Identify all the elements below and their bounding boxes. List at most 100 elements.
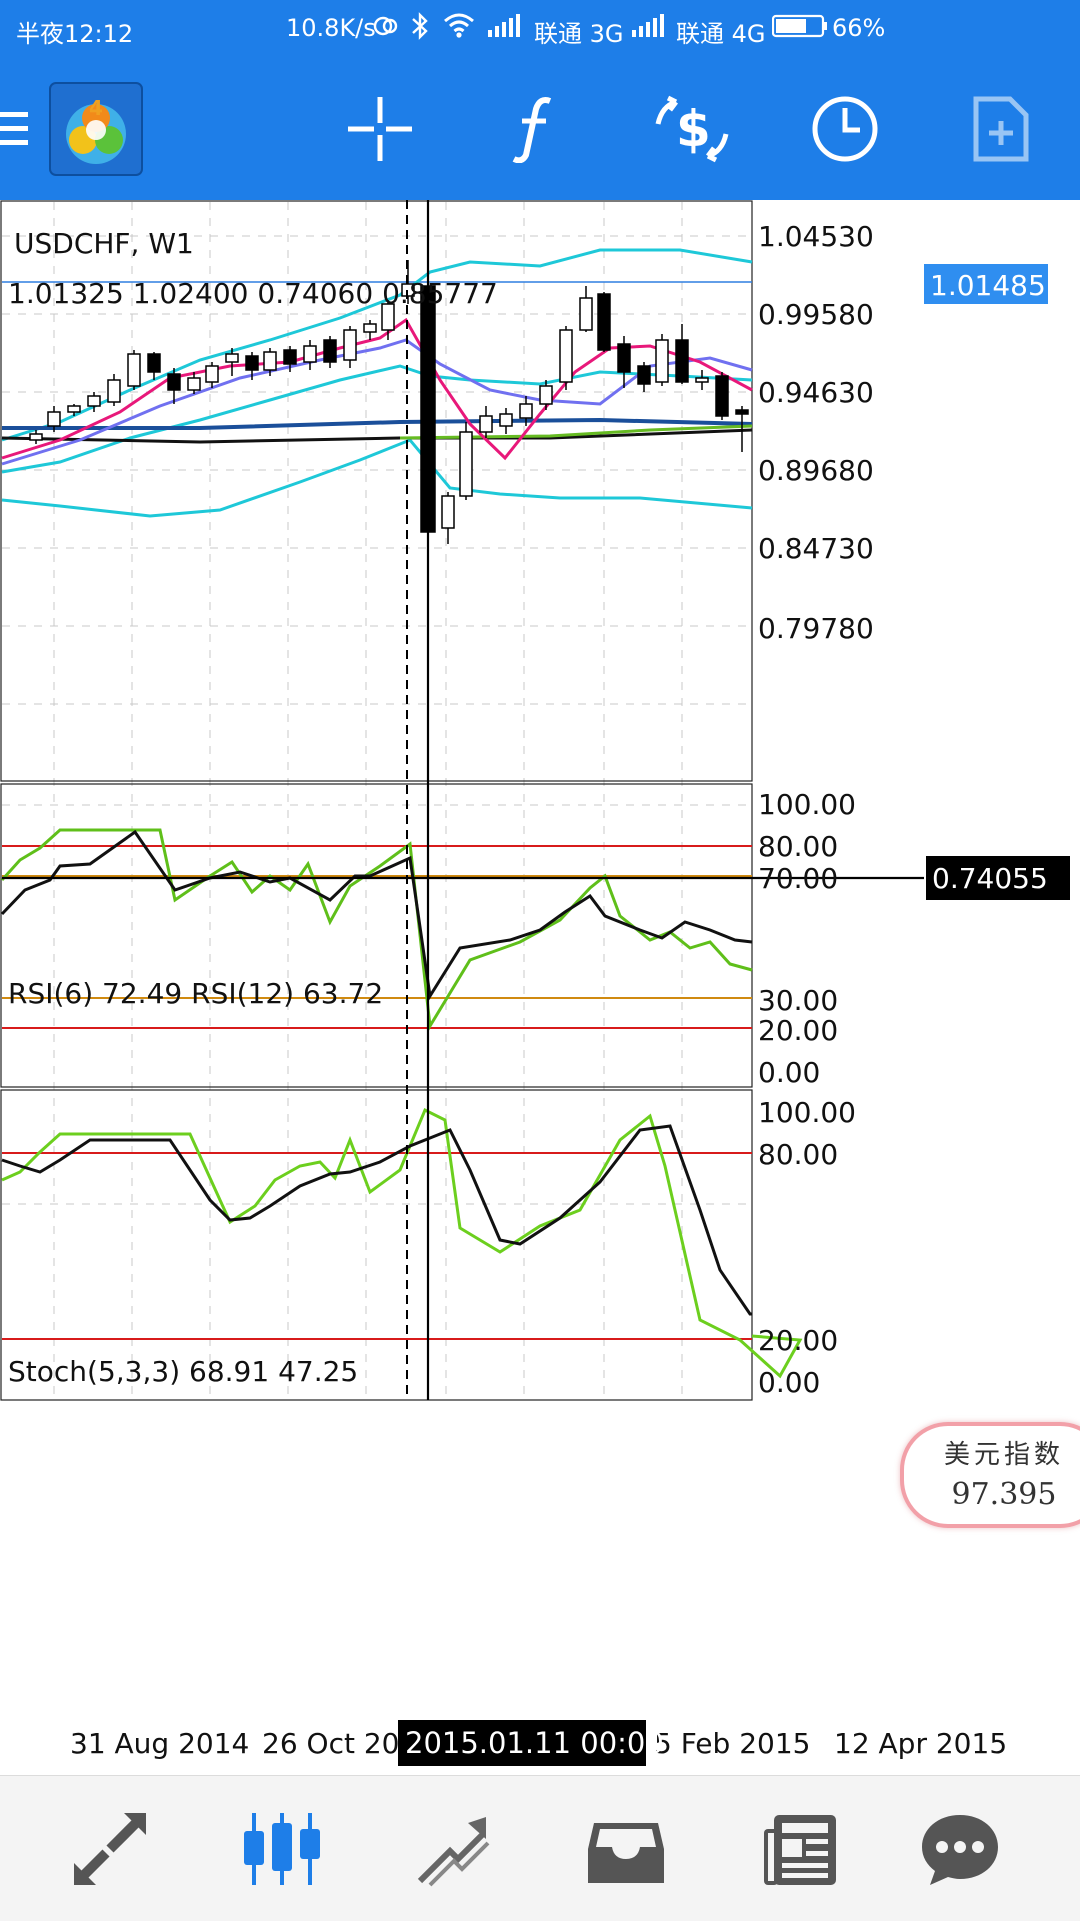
stoch-signal-line [1,1124,752,1316]
crosshair-icon[interactable] [340,58,420,200]
carrier-1: 联通 3G [534,20,624,48]
ohlc-values: 1.01325 1.02400 0.74060 0.85777 [8,277,498,310]
carrier-2: 联通 4G [676,20,766,48]
chart-candles-icon[interactable] [222,1776,342,1921]
rsi-tick: 70.00 [758,862,838,895]
quotes-arrows-icon[interactable] [50,1776,170,1921]
candle-bull [127,353,141,387]
chat-icon[interactable] [900,1776,1020,1921]
date-tick: 12 Apr 2015 [834,1727,1007,1760]
chart-panes [0,200,753,1401]
candle-bear [597,293,611,351]
metatrader4-logo[interactable]: 4 [48,58,144,200]
date-tick: 5 Feb 2015 [654,1727,810,1760]
bollinger-lower [1,438,753,518]
history-inbox-icon[interactable] [566,1776,686,1921]
candle-bull [363,323,377,333]
date-tick: 31 Aug 2014 [70,1727,249,1760]
candle-bull [225,353,239,363]
stoch-tick: 0.00 [758,1366,820,1399]
crosshair-date-box [398,1720,646,1766]
price-scale: 1.04530 0.99580 0.94630 0.89680 0.84730 0.797… [758,220,874,645]
status-time: 半夜12:12 [16,20,134,48]
candle-bull [499,413,513,427]
candle-bull [87,395,101,407]
candle-bull [343,329,357,361]
rsi-12-line [0,829,753,1001]
bottom-navigation [0,1775,1080,1921]
battery-icon [771,13,828,45]
signal-icon-1 [486,12,522,44]
stoch-main-line [1,1107,803,1379]
candle-bull [29,433,43,441]
stoch-header: Stoch(5,3,3) 68.91 47.25 [8,1355,358,1388]
dollar-index-value: 97.395 [951,1477,1057,1512]
new-document-icon[interactable] [960,58,1040,200]
wifi-icon [442,10,476,46]
stoch-tick: 20.00 [758,1324,838,1357]
svg-text:4: 4 [89,96,103,120]
candle-bear [147,353,161,373]
price-tick: 0.79780 [758,612,874,645]
crosshair-price-label: 0.74055 [932,862,1048,895]
dollar-index-widget[interactable]: 美元指数 97.395 [900,1422,1080,1528]
crosshair-date-label: 2015.01.11 00:00 [405,1726,664,1760]
chart-area[interactable]: USDCHF, W1 1.01325 1.02400 0.74060 0.857… [0,200,1080,1775]
candle-bull [655,339,669,383]
candle-bear [617,343,631,373]
price-tick: 0.84730 [758,532,874,565]
crosshair-price-box [926,856,1070,900]
candle-bull [263,351,277,371]
candle-bull [187,377,201,391]
candle-bull [205,365,219,383]
sync-icon [372,12,400,46]
candle-bear [675,339,689,383]
candle-bull [107,379,121,403]
rsi-tick: 80.00 [758,830,838,863]
rsi-tick: 30.00 [758,984,838,1017]
candle-bear [323,339,337,363]
rsi-tick: 0.00 [758,1056,820,1089]
ma-slow-blue [2,417,753,430]
bollinger-upper [1,248,753,442]
candle-bull [579,297,593,331]
stoch-tick: 80.00 [758,1138,838,1171]
stoch-scale: 100.00 80.00 20.00 0.00 [758,1096,856,1399]
price-tick: 0.99580 [758,298,874,331]
rsi-pane-frame [0,783,753,1088]
chart-canvas[interactable]: USDCHF, W1 1.01325 1.02400 0.74060 0.857… [0,200,1080,1775]
status-bar: 半夜12:12 10.8K/s 联通 3G 联通 4G 66% [0,0,1080,58]
dollar-arrows-icon[interactable]: $ [650,58,734,200]
rsi-tick: 100.00 [758,788,856,821]
candle-bull [459,431,473,497]
trade-icon[interactable] [394,1776,514,1921]
candle-bull [67,405,81,413]
battery-percent: 66% [832,14,886,42]
price-tick: 1.04530 [758,220,874,253]
clock-icon[interactable] [805,58,885,200]
candle-bull [303,345,317,363]
bid-price-label: 1.01485 [930,269,1046,302]
function-f-icon[interactable] [495,58,575,200]
stoch-pane-frame [0,1089,753,1401]
time-scale: 31 Aug 2014 26 Oct 20 5 Feb 2015 12 Apr 201… [70,1727,1007,1760]
chart-toolbar: 4 $ [0,58,1080,200]
candle-bull [539,385,553,405]
candle-bear [167,373,181,391]
ma-green [399,424,753,440]
candle-bear [637,365,651,385]
candle-bull [479,415,493,433]
symbol-label: USDCHF, W1 [14,227,194,260]
rsi-tick: 20.00 [758,1014,838,1047]
hamburger-menu-icon[interactable] [0,58,30,200]
candle-bull [559,329,573,383]
candle-bear [283,349,297,365]
stoch-tick: 100.00 [758,1096,856,1129]
candle-bear [245,355,259,371]
main-pane-frame [0,200,753,782]
dollar-index-label: 美元指数 [943,1440,1064,1470]
price-tick: 0.94630 [758,376,874,409]
news-icon[interactable] [740,1776,860,1921]
svg-text:$: $ [676,100,711,158]
